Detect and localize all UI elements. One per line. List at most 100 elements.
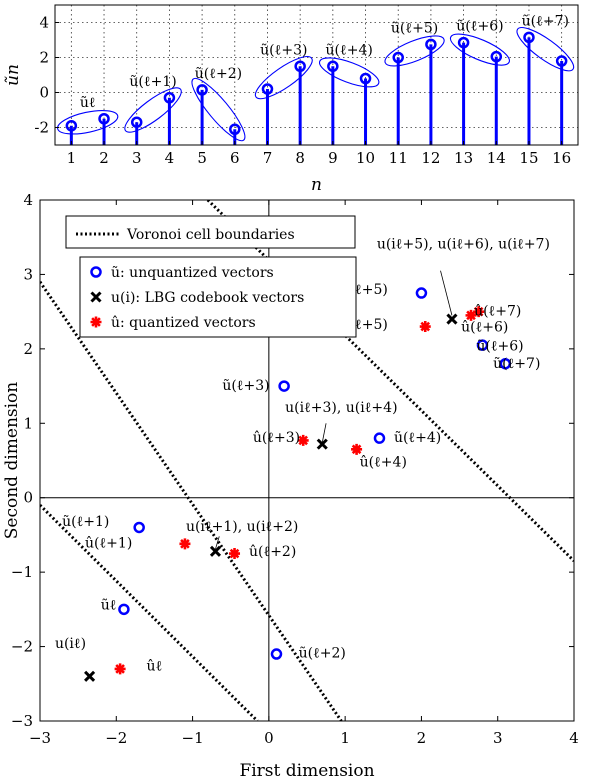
x-axis-label: n xyxy=(311,175,322,195)
marker-legend-box xyxy=(79,256,357,338)
tick-label-y: −2 xyxy=(11,638,33,656)
point-annotation: u(iℓ+3), u(iℓ+4) xyxy=(285,400,397,416)
point-annotation: û(ℓ+7) xyxy=(474,303,521,319)
pair-ellipse xyxy=(318,57,380,88)
tick-label-x: 0 xyxy=(264,729,274,747)
legend-marker-x xyxy=(90,291,102,303)
pair-ellipse xyxy=(191,77,246,142)
tick-label-x: 1 xyxy=(67,149,77,167)
stem-marker xyxy=(294,60,306,72)
pair-label: ũ(ℓ+4) xyxy=(326,42,373,58)
tick-label-y: -2 xyxy=(34,119,49,137)
data-point-circle xyxy=(118,603,130,616)
data-point-x xyxy=(446,313,458,325)
stem-marker xyxy=(555,55,568,67)
point-annotation: ũ(ℓ+3) xyxy=(222,378,269,394)
pair-ellipse xyxy=(57,109,119,135)
legend-marker-asterisk xyxy=(90,316,102,328)
point-annotation: u(iℓ+5), u(iℓ+6), u(iℓ+7) xyxy=(377,236,550,252)
data-point-circle xyxy=(476,339,489,351)
pair-label: ũ(ℓ+3) xyxy=(260,42,307,58)
stem-marker xyxy=(457,36,470,49)
tick-label-x: −1 xyxy=(182,729,204,747)
point-annotation: ũℓ xyxy=(101,597,117,613)
y-axis-label: Second dimension xyxy=(2,382,22,540)
tick-label-y: 0 xyxy=(23,489,33,507)
data-point-asterisk xyxy=(351,443,363,455)
tick-label-x: −2 xyxy=(105,729,127,747)
data-point-circle xyxy=(270,648,283,660)
annotation-leader xyxy=(321,423,327,443)
tick-label-y: 2 xyxy=(39,49,49,67)
x-axis-label: First dimension xyxy=(239,761,374,781)
data-point-asterisk xyxy=(179,538,191,550)
stem-marker xyxy=(229,123,241,135)
plot-frame xyxy=(39,199,575,722)
pair-label: ũ(ℓ+7) xyxy=(522,13,569,29)
pair-label: ũ(ℓ+6) xyxy=(456,19,503,35)
tick-label-y: 4 xyxy=(39,14,49,32)
tick-label-y: 2 xyxy=(23,340,33,358)
voronoi-legend-label: Voronoi cell boundaries xyxy=(126,227,295,243)
pair-ellipse xyxy=(254,56,313,100)
point-annotation: ũ(ℓ+2) xyxy=(299,646,346,662)
data-point-asterisk xyxy=(297,434,309,446)
tick-label-y: 4 xyxy=(23,191,33,209)
point-annotation: û(ℓ+3) xyxy=(253,430,300,446)
voronoi-boundary xyxy=(40,281,343,721)
tick-label-x: 13 xyxy=(454,149,473,167)
legend-label: ũ: unquantized vectors xyxy=(111,265,274,281)
point-annotation: û(ℓ+1) xyxy=(85,536,132,552)
pair-label: ũℓ xyxy=(80,95,96,111)
tick-label-y: −3 xyxy=(11,712,33,730)
stem-marker xyxy=(65,120,78,132)
tick-label-y: 3 xyxy=(23,265,33,283)
data-point-asterisk xyxy=(473,306,485,318)
stem-marker xyxy=(392,51,404,64)
y-axis-label: ũn xyxy=(3,64,23,86)
tick-label-x: 16 xyxy=(552,149,571,167)
stem-marker xyxy=(130,116,143,128)
pair-ellipse xyxy=(124,87,182,133)
voronoi-boundary xyxy=(40,504,259,721)
tick-label-x: 10 xyxy=(356,149,375,167)
data-point-circle xyxy=(373,432,386,444)
scatter-plot: ũ(ℓ+5)û(ℓ+5)u(iℓ+5), u(iℓ+6), u(iℓ+7)û(ℓ… xyxy=(2,191,579,781)
legend-marker-circle xyxy=(90,266,102,278)
point-annotation: ũ(ℓ+7) xyxy=(493,356,540,372)
pair-label: ũ(ℓ+2) xyxy=(195,66,242,82)
stem-marker xyxy=(261,83,274,95)
stem-marker xyxy=(327,60,339,72)
pair-label: ũ(ℓ+5) xyxy=(391,20,438,36)
tick-label-x: 11 xyxy=(389,149,408,167)
stem-marker xyxy=(359,72,372,85)
tick-label-x: 6 xyxy=(230,149,240,167)
tick-label-x: 4 xyxy=(569,729,579,747)
point-annotation: u(iℓ) xyxy=(55,636,86,652)
tick-label-y: 1 xyxy=(23,414,33,432)
plot-frame xyxy=(54,4,579,146)
point-annotation: û(ℓ+6) xyxy=(461,320,508,336)
stem-marker xyxy=(163,92,176,104)
data-point-circle xyxy=(133,521,145,534)
point-annotation: ũ(ℓ+6) xyxy=(476,338,523,354)
pair-ellipse xyxy=(449,33,510,66)
tick-label-x: 14 xyxy=(487,149,506,167)
tick-label-y: −1 xyxy=(11,563,33,581)
tick-label-x: 2 xyxy=(417,729,427,747)
stem-marker xyxy=(98,113,110,125)
stem-marker xyxy=(523,31,535,44)
point-annotation: u(iℓ+1), u(iℓ+2) xyxy=(186,519,298,535)
pair-ellipse xyxy=(516,27,575,72)
tick-label-y: 0 xyxy=(39,84,49,102)
annotation-leader xyxy=(440,270,453,316)
point-annotation: ũ(ℓ+1) xyxy=(62,514,109,530)
legend-label: û: quantized vectors xyxy=(111,315,256,331)
tick-label-x: 8 xyxy=(295,149,305,167)
data-point-x xyxy=(209,545,222,557)
data-point-asterisk xyxy=(465,309,477,321)
data-point-asterisk xyxy=(419,321,431,333)
stem-plot: ũℓ ũ(ℓ+1) ũ(ℓ+2) ũ(ℓ+3) ũ(ℓ+4) ũ(ℓ+5) ũ(ℓ+6) ũ(… xyxy=(3,4,579,195)
data-point-circle xyxy=(278,380,290,392)
